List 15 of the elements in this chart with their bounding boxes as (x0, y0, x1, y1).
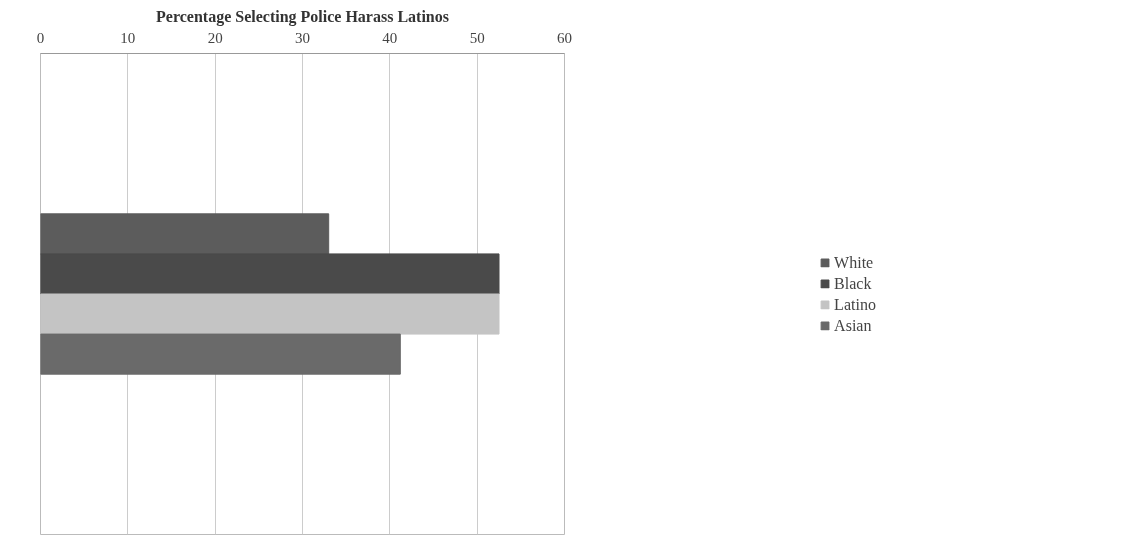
x-tick-label: 20 (207, 29, 223, 46)
legend-label: Latino (834, 295, 876, 313)
x-tick-label: 60 (557, 29, 572, 46)
chart-title: Percentage Selecting Police Harass Latinos (156, 7, 449, 26)
x-tick-label: 30 (295, 29, 310, 46)
legend-label: White (834, 253, 874, 271)
bar (40, 333, 401, 375)
x-tick-label: 0 (36, 29, 45, 46)
legend-label: Asian (834, 316, 872, 334)
x-tick-label: 40 (382, 29, 398, 46)
x-tick-label: 50 (469, 29, 485, 46)
x-tick-label: 10 (120, 29, 136, 46)
bar (40, 253, 500, 295)
bar (40, 213, 330, 255)
legend-label: Black (834, 274, 872, 292)
